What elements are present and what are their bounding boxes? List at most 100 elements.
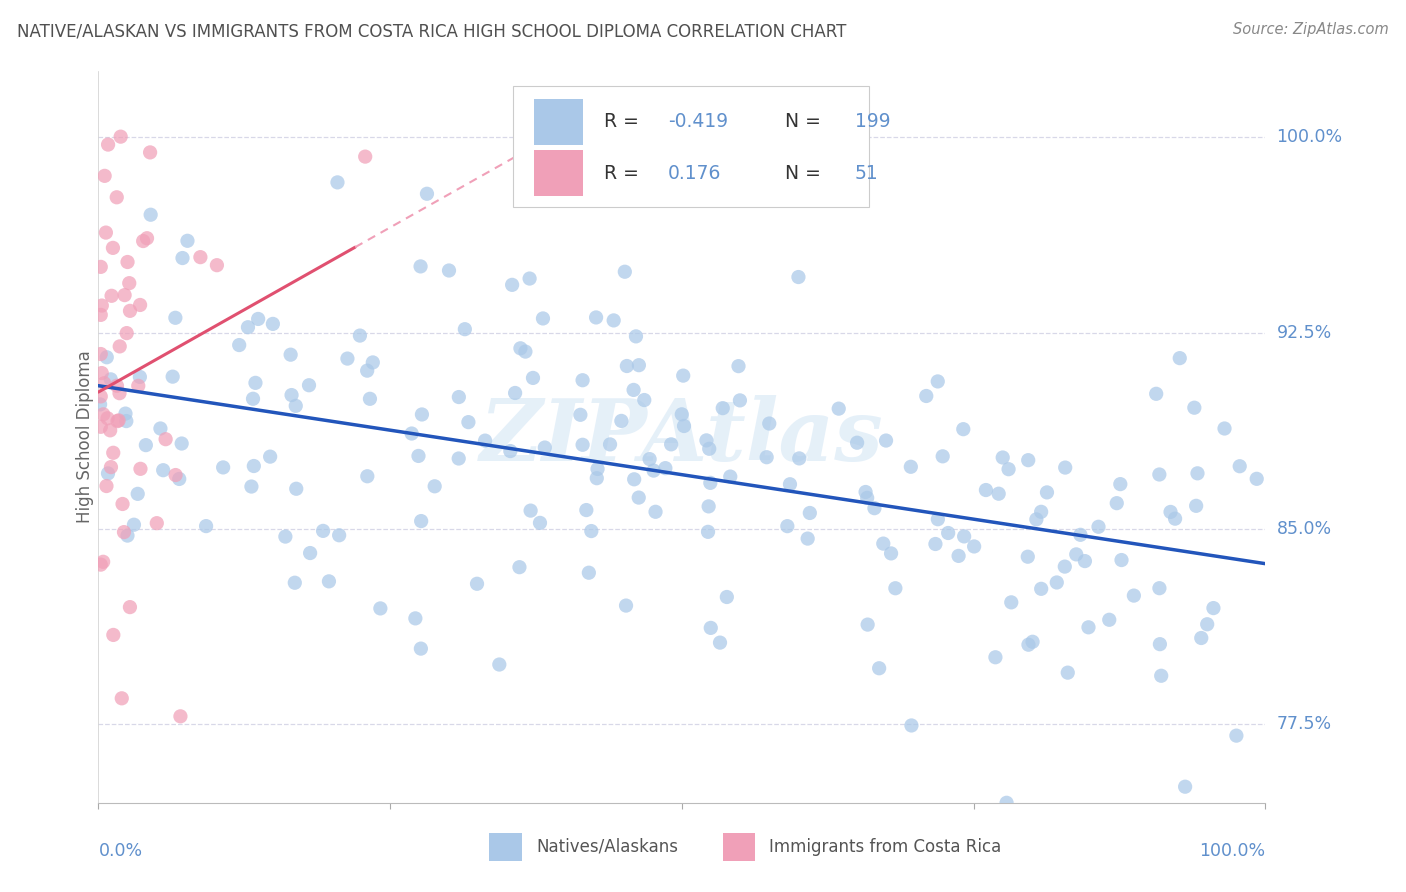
Point xyxy=(408,449,430,463)
Point xyxy=(1246,472,1268,486)
Point xyxy=(519,503,541,517)
Point xyxy=(623,383,645,397)
Point xyxy=(1149,467,1171,482)
Point xyxy=(115,414,138,428)
Point xyxy=(118,303,141,318)
Point xyxy=(755,450,778,465)
Point xyxy=(953,529,976,543)
Point xyxy=(519,271,541,285)
Point xyxy=(1000,595,1022,609)
Point xyxy=(132,234,155,248)
Point xyxy=(984,650,1007,665)
Point xyxy=(638,452,661,467)
Text: 85.0%: 85.0% xyxy=(1277,519,1331,538)
Point xyxy=(111,497,134,511)
Point xyxy=(97,467,120,481)
Point xyxy=(1077,620,1099,634)
Point xyxy=(927,375,949,389)
Point xyxy=(136,231,159,245)
Point xyxy=(1225,729,1247,743)
Point xyxy=(991,450,1014,465)
Text: R =: R = xyxy=(603,112,644,131)
Point xyxy=(1054,460,1077,475)
Point xyxy=(135,438,157,452)
Point xyxy=(356,469,378,483)
Point xyxy=(90,419,112,434)
Point xyxy=(115,326,138,340)
Point xyxy=(659,437,682,451)
Point xyxy=(228,338,250,352)
Point xyxy=(1185,499,1208,513)
Point xyxy=(987,486,1010,500)
Point xyxy=(1229,459,1251,474)
Point xyxy=(855,485,877,500)
Point xyxy=(96,479,118,493)
Point xyxy=(474,434,496,448)
Point xyxy=(503,386,526,401)
Point xyxy=(1168,351,1191,365)
Point xyxy=(129,298,152,312)
Point xyxy=(118,600,141,615)
Point xyxy=(326,175,349,189)
Text: N =: N = xyxy=(773,112,827,131)
Point xyxy=(1046,575,1069,590)
Point xyxy=(644,505,666,519)
Point xyxy=(856,617,879,632)
Point xyxy=(1069,528,1091,542)
Point xyxy=(205,258,228,272)
Point xyxy=(624,329,647,343)
Point xyxy=(155,432,177,446)
Point xyxy=(672,419,695,434)
Point xyxy=(117,255,139,269)
Text: -0.419: -0.419 xyxy=(668,112,728,131)
Point xyxy=(515,344,537,359)
Point xyxy=(280,388,302,402)
Point xyxy=(454,322,477,336)
Point xyxy=(169,709,191,723)
Point xyxy=(613,265,636,279)
Point xyxy=(90,366,112,380)
Point xyxy=(90,260,112,274)
Point xyxy=(361,355,384,369)
Point xyxy=(900,459,922,474)
Point xyxy=(787,451,810,466)
Point xyxy=(105,190,128,204)
Point xyxy=(522,371,544,385)
Point xyxy=(884,581,907,595)
FancyBboxPatch shape xyxy=(534,99,582,145)
Point xyxy=(1187,467,1209,481)
Point xyxy=(1098,613,1121,627)
Point xyxy=(280,348,302,362)
Point xyxy=(1197,617,1219,632)
Point xyxy=(129,462,152,476)
Point xyxy=(623,472,645,486)
Point xyxy=(627,358,650,372)
Point xyxy=(1074,554,1097,568)
Point xyxy=(796,532,818,546)
Point xyxy=(90,308,112,322)
Point xyxy=(111,691,134,706)
Point xyxy=(997,462,1019,476)
Point xyxy=(728,393,751,408)
Point xyxy=(274,530,297,544)
Point xyxy=(409,641,432,656)
Point xyxy=(112,525,135,540)
Point xyxy=(146,516,169,531)
Point xyxy=(91,407,114,421)
Text: ZIPAtlas: ZIPAtlas xyxy=(479,395,884,479)
Point xyxy=(828,401,851,416)
Point xyxy=(416,186,439,201)
Text: 0.176: 0.176 xyxy=(668,163,721,183)
Point xyxy=(354,150,377,164)
Point xyxy=(924,537,946,551)
Point xyxy=(162,369,184,384)
Text: Immigrants from Costa Rica: Immigrants from Costa Rica xyxy=(769,838,1001,855)
Point xyxy=(98,423,121,437)
Point xyxy=(697,524,720,539)
Point xyxy=(93,169,115,183)
Point xyxy=(299,546,322,560)
Point xyxy=(569,408,592,422)
Point xyxy=(533,441,555,455)
Text: Natives/Alaskans: Natives/Alaskans xyxy=(536,838,678,855)
Point xyxy=(105,378,128,392)
